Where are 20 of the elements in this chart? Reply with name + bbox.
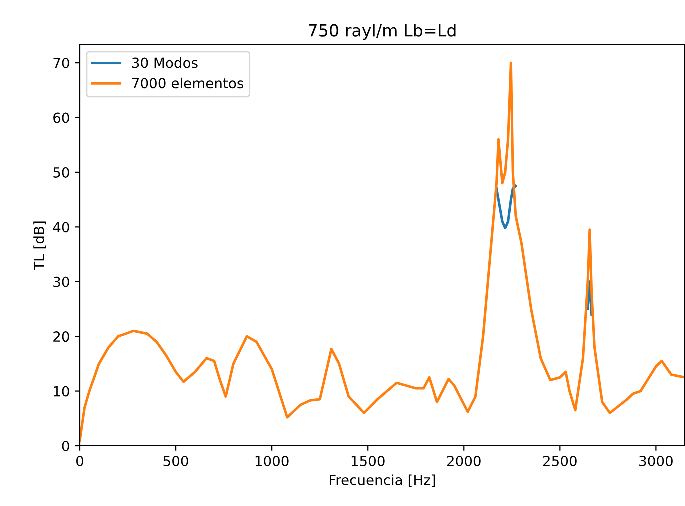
legend-label: 30 Modos xyxy=(132,58,198,68)
y-tick-label: 0 xyxy=(62,440,70,452)
y-tick-label: 50 xyxy=(54,167,70,178)
x-tick-label: 2500 xyxy=(544,456,577,466)
y-tick-label: 20 xyxy=(54,332,70,342)
x-axis-title: Frecuencia [Hz] xyxy=(330,474,436,488)
x-tick-label: 3000 xyxy=(640,456,673,466)
x-tick-label: 1500 xyxy=(352,456,385,466)
x-tick-label: 500 xyxy=(164,456,188,466)
legend-label: 7000 elementos xyxy=(132,78,244,89)
x-tick-label: 1000 xyxy=(256,456,289,466)
chart-title: 750 rayl/m Lb=Ld xyxy=(309,24,456,40)
y-tick-label: 10 xyxy=(54,386,70,397)
x-tick-label: 0 xyxy=(76,456,84,466)
y-tick-label: 70 xyxy=(54,58,70,69)
y-axis-title: TL [dB] xyxy=(34,222,46,270)
y-tick-label: 30 xyxy=(54,276,70,288)
y-tick-label: 40 xyxy=(53,222,70,233)
y-tick-label: 60 xyxy=(54,112,70,124)
x-tick-label: 2000 xyxy=(447,456,481,466)
